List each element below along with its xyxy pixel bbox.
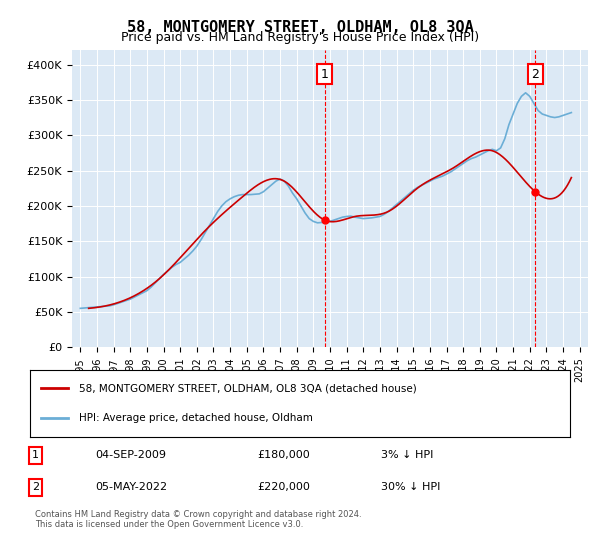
Text: HPI: Average price, detached house, Oldham: HPI: Average price, detached house, Oldh… [79,413,313,423]
Text: 1: 1 [320,68,328,81]
Text: Price paid vs. HM Land Registry's House Price Index (HPI): Price paid vs. HM Land Registry's House … [121,31,479,44]
Text: 58, MONTGOMERY STREET, OLDHAM, OL8 3QA: 58, MONTGOMERY STREET, OLDHAM, OL8 3QA [127,20,473,35]
Text: 3% ↓ HPI: 3% ↓ HPI [381,450,433,460]
Text: £220,000: £220,000 [257,482,310,492]
Text: 04-SEP-2009: 04-SEP-2009 [95,450,166,460]
Text: £180,000: £180,000 [257,450,310,460]
Text: 2: 2 [32,482,39,492]
Text: 1: 1 [32,450,39,460]
Text: 2: 2 [531,68,539,81]
Text: 05-MAY-2022: 05-MAY-2022 [95,482,167,492]
Text: 58, MONTGOMERY STREET, OLDHAM, OL8 3QA (detached house): 58, MONTGOMERY STREET, OLDHAM, OL8 3QA (… [79,384,416,394]
Text: Contains HM Land Registry data © Crown copyright and database right 2024.
This d: Contains HM Land Registry data © Crown c… [35,510,362,529]
Text: 30% ↓ HPI: 30% ↓ HPI [381,482,440,492]
